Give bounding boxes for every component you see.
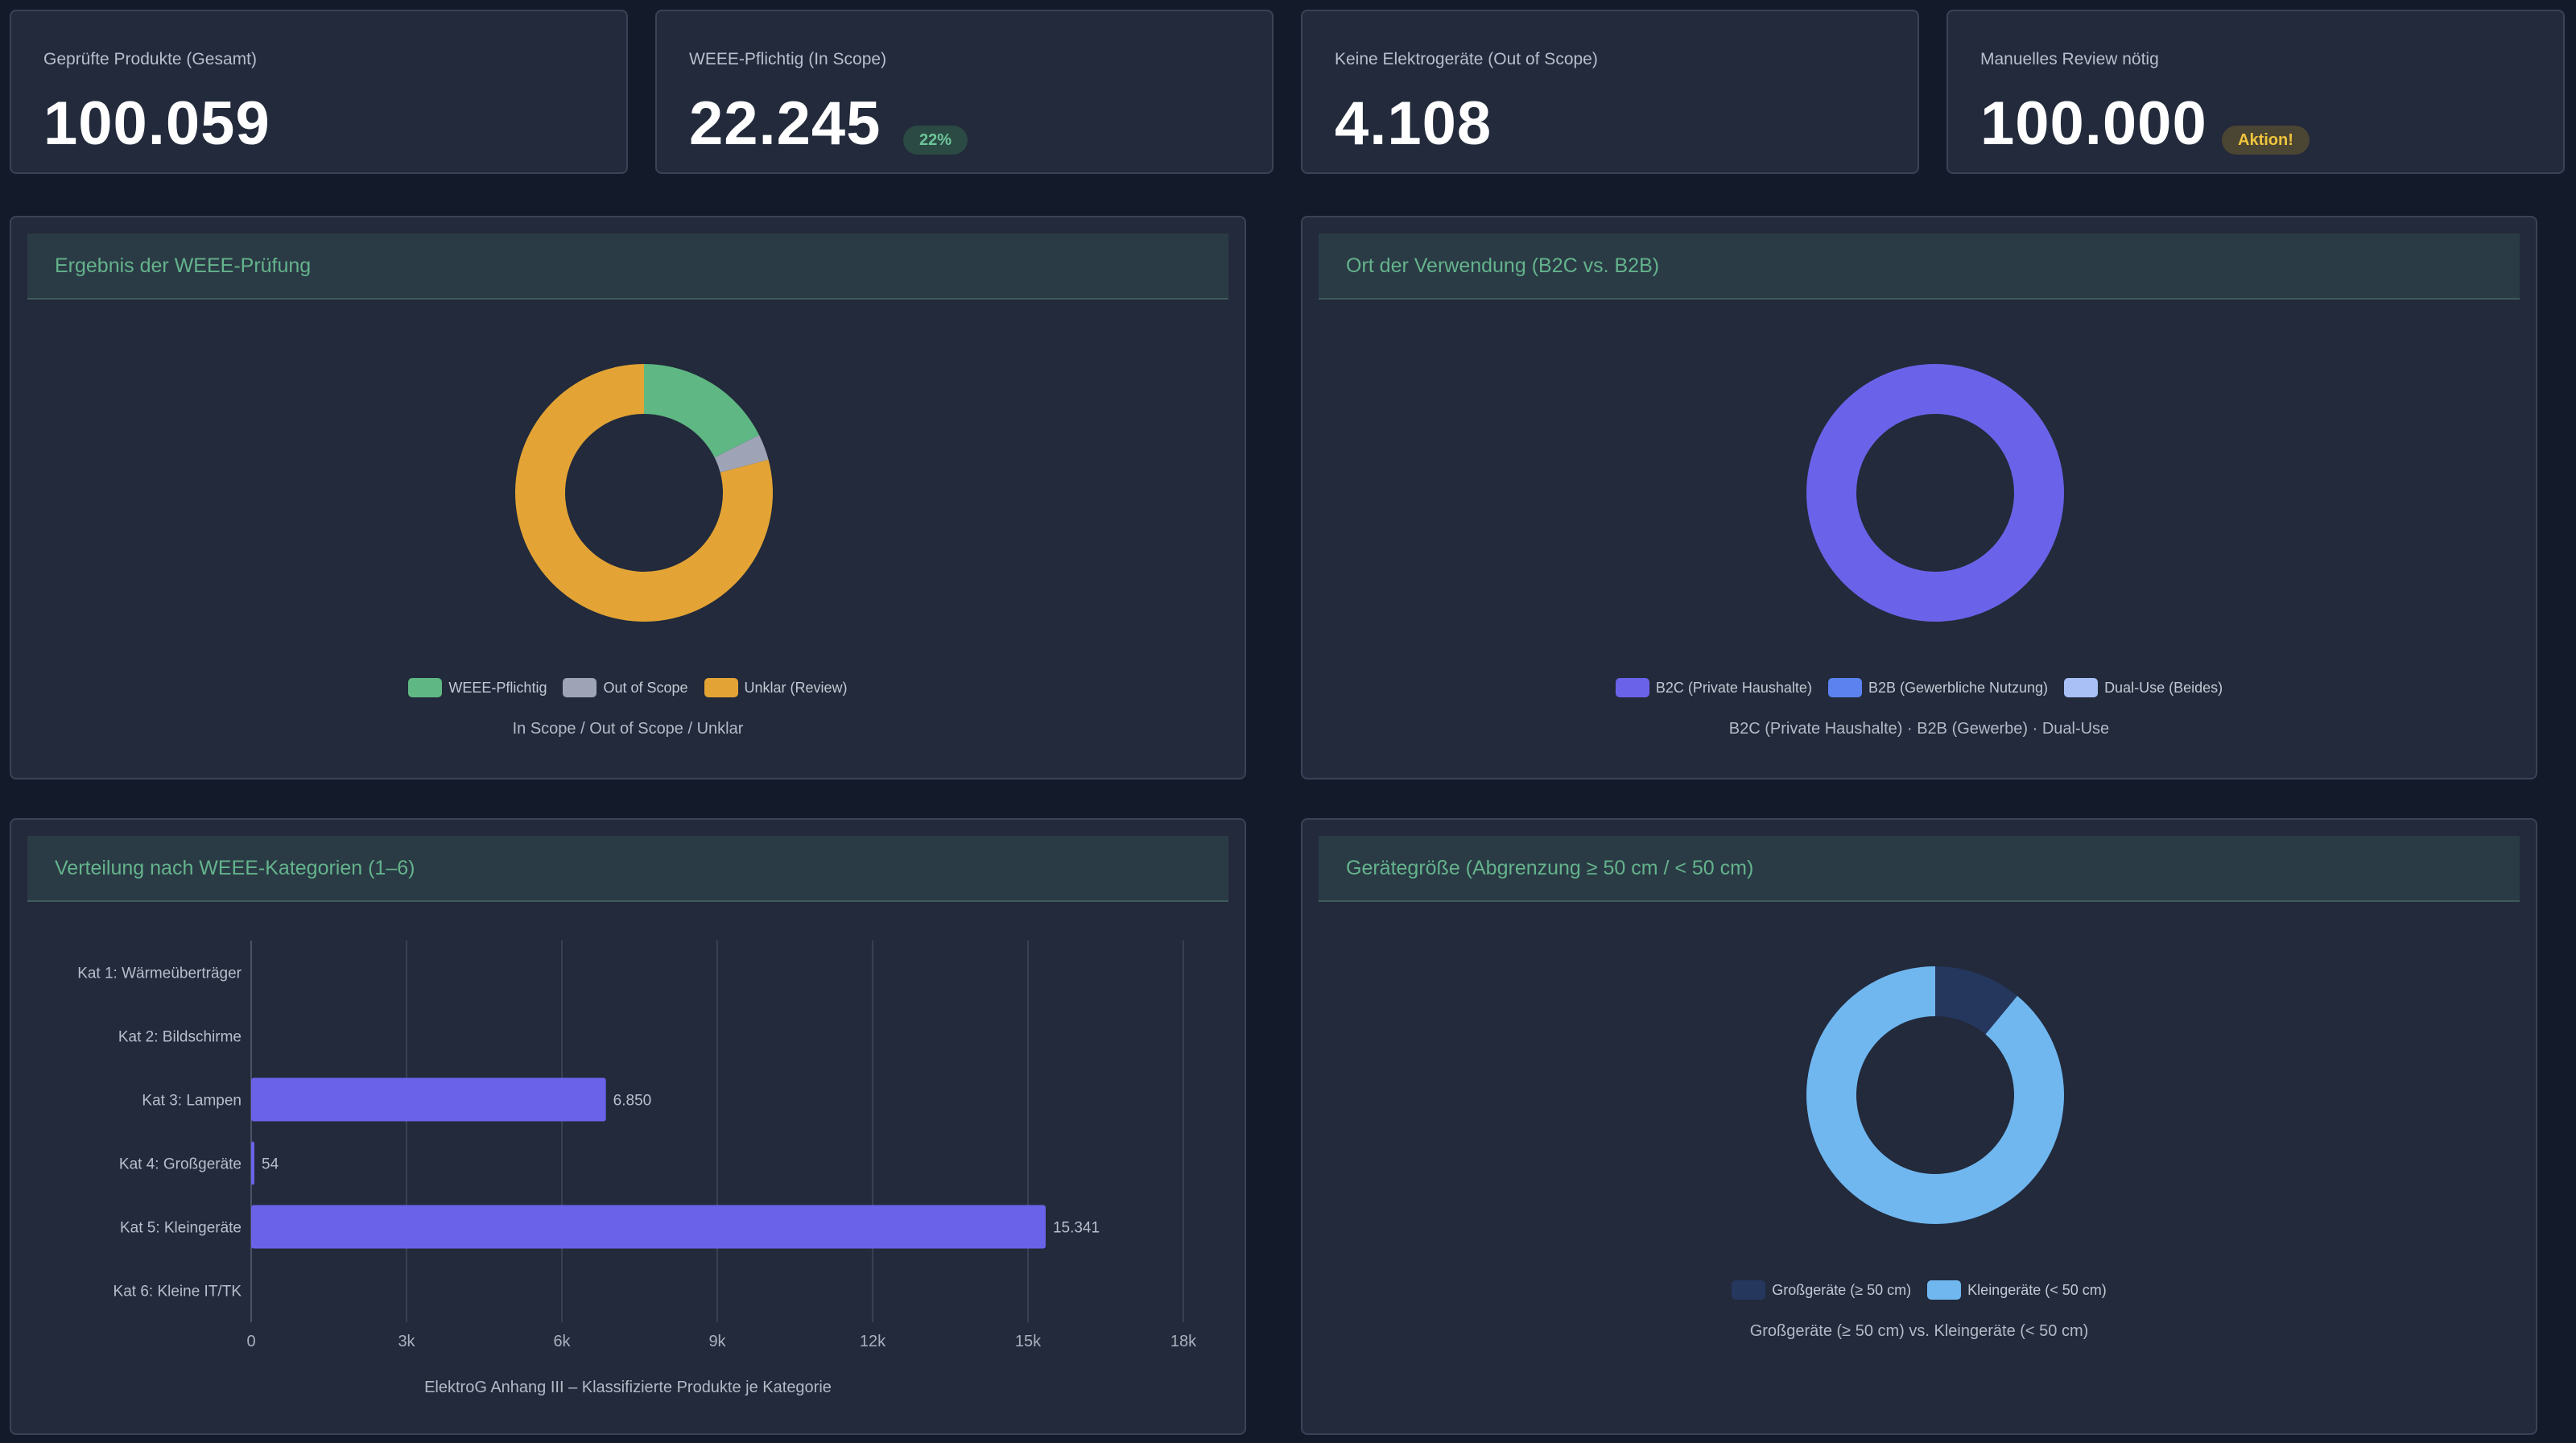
bar[interactable] — [251, 1077, 606, 1122]
donut-slice[interactable] — [1806, 966, 2064, 1224]
weee-categories-bar-chart: 0 3k 6k 9k 12k 15k 18k Kat 1: Wärmeüberträger Ka… — [77, 941, 1197, 1350]
donut-slice[interactable] — [515, 364, 773, 622]
legend-swatch — [704, 678, 738, 697]
chart-legend: Großgeräte (≥ 50 cm) Kleingeräte (< 50 c… — [1302, 1280, 2536, 1300]
kpi-value: 100.059 — [43, 89, 270, 158]
chart-caption: ElektroG Anhang III – Klassifizierte Pro… — [424, 1379, 832, 1396]
legend-label: B2B (Gewerbliche Nutzung) — [1868, 679, 2049, 696]
y-tick-label: Kat 2: Bildschirme — [118, 1029, 242, 1046]
bar[interactable] — [251, 1141, 254, 1185]
kpi-card-total: Geprüfte Produkte (Gesamt) 100.059 — [10, 10, 628, 174]
legend-swatch — [2064, 678, 2099, 697]
x-tick-label: 12k — [860, 1333, 886, 1350]
bar[interactable] — [251, 1205, 1046, 1249]
weee-result-donut-chart — [515, 364, 773, 622]
legend-item[interactable]: WEEE-Pflichtig — [408, 678, 547, 697]
kpi-label: WEEE-Pflichtig (In Scope) — [689, 50, 887, 68]
panel-device-size: Gerätegröße (Abgrenzung ≥ 50 cm / < 50 c… — [1301, 818, 2537, 1435]
chart-caption: In Scope / Out of Scope / Unklar — [512, 720, 744, 738]
usage-location-donut-chart — [1806, 364, 2064, 622]
y-tick-label: Kat 3: Lampen — [142, 1093, 242, 1110]
donut-slice[interactable] — [1806, 364, 2064, 622]
legend-label: Out of Scope — [603, 679, 688, 696]
y-tick-label: Kat 5: Kleingeräte — [120, 1220, 242, 1237]
legend-item[interactable]: B2B (Gewerbliche Nutzung) — [1827, 678, 2049, 697]
donut-slice[interactable] — [1935, 966, 2017, 1035]
legend-swatch — [1732, 1280, 1766, 1300]
legend-item[interactable]: Out of Scope — [563, 678, 688, 697]
legend-label: B2C (Private Haushalte) — [1655, 679, 1812, 696]
panel-header: Gerätegröße (Abgrenzung ≥ 50 cm / < 50 c… — [1319, 836, 2520, 902]
legend-swatch — [1927, 1280, 1962, 1300]
x-tick-label: 3k — [398, 1333, 415, 1350]
legend-label: Dual-Use (Beides) — [2104, 679, 2223, 696]
legend-item[interactable]: Dual-Use (Beides) — [2064, 678, 2223, 697]
panel-title: Verteilung nach WEEE-Kategorien (1–6) — [55, 857, 415, 879]
bar-value-label: 15.341 — [1053, 1220, 1100, 1237]
legend-label: Unklar (Review) — [744, 679, 848, 696]
action-badge: Aktion! — [2222, 126, 2310, 155]
y-tick-label: Kat 1: Wärmeüberträger — [77, 965, 242, 982]
x-tick-label: 6k — [553, 1333, 571, 1350]
panel-weee-result: Ergebnis der WEEE-Prüfung WEEE-Pflichtig… — [10, 216, 1246, 779]
legend-swatch — [1827, 678, 1862, 697]
legend-label: Kleingeräte (< 50 cm) — [1967, 1281, 2107, 1298]
kpi-label: Geprüfte Produkte (Gesamt) — [43, 50, 257, 68]
bar-value-label: 54 — [262, 1156, 279, 1173]
panel-usage-location: Ort der Verwendung (B2C vs. B2B) B2C (Pr… — [1301, 216, 2537, 779]
panel-header: Ort der Verwendung (B2C vs. B2B) — [1319, 234, 2520, 300]
percent-badge: 22% — [903, 126, 968, 155]
chart-legend: WEEE-Pflichtig Out of Scope Unklar (Revi… — [11, 678, 1245, 697]
legend-swatch — [563, 678, 597, 697]
panel-title: Ergebnis der WEEE-Prüfung — [55, 254, 312, 277]
legend-swatch — [1615, 678, 1649, 697]
panel-weee-categories: Verteilung nach WEEE-Kategorien (1–6) 0 3… — [10, 818, 1246, 1435]
x-tick-label: 9k — [708, 1333, 726, 1350]
legend-item[interactable]: Unklar (Review) — [704, 678, 848, 697]
panel-title: Gerätegröße (Abgrenzung ≥ 50 cm / < 50 c… — [1346, 857, 1754, 879]
kpi-label: Keine Elektrogeräte (Out of Scope) — [1335, 50, 1598, 68]
y-tick-label: Kat 4: Großgeräte — [119, 1156, 242, 1173]
kpi-value: 22.245 — [689, 89, 881, 158]
kpi-card-out-of-scope: Keine Elektrogeräte (Out of Scope) 4.108 — [1301, 10, 1919, 174]
x-tick-label: 18k — [1170, 1333, 1197, 1350]
x-tick-label: 0 — [246, 1333, 255, 1350]
donut-slice[interactable] — [644, 364, 760, 458]
legend-item[interactable]: Kleingeräte (< 50 cm) — [1927, 1280, 2107, 1300]
panel-header: Ergebnis der WEEE-Prüfung — [27, 234, 1228, 300]
legend-item[interactable]: B2C (Private Haushalte) — [1615, 678, 1812, 697]
donut-slice[interactable] — [714, 435, 769, 473]
legend-label: WEEE-Pflichtig — [448, 679, 547, 696]
legend-swatch — [408, 678, 443, 697]
x-tick-label: 15k — [1015, 1333, 1042, 1350]
kpi-card-review: Manuelles Review nötig 100.000 Aktion! — [1946, 10, 2565, 174]
device-size-donut-chart — [1806, 966, 2064, 1224]
chart-caption: B2C (Private Haushalte) · B2B (Gewerbe) … — [1728, 720, 2110, 738]
chart-legend: B2C (Private Haushalte) B2B (Gewerbliche… — [1302, 678, 2536, 697]
kpi-value: 100.000 — [1980, 89, 2207, 158]
panel-title: Ort der Verwendung (B2C vs. B2B) — [1346, 254, 1660, 277]
legend-label: Großgeräte (≥ 50 cm) — [1772, 1281, 1912, 1298]
chart-caption: Großgeräte (≥ 50 cm) vs. Kleingeräte (< … — [1749, 1322, 2089, 1340]
legend-item[interactable]: Großgeräte (≥ 50 cm) — [1732, 1280, 1911, 1300]
bar-value-label: 6.850 — [613, 1093, 652, 1110]
kpi-value: 4.108 — [1335, 89, 1492, 158]
kpi-card-in-scope: WEEE-Pflichtig (In Scope) 22.245 22% — [655, 10, 1274, 174]
y-tick-label: Kat 6: Kleine IT/TK — [114, 1284, 242, 1300]
panel-header: Verteilung nach WEEE-Kategorien (1–6) — [27, 836, 1228, 902]
kpi-label: Manuelles Review nötig — [1980, 50, 2159, 68]
